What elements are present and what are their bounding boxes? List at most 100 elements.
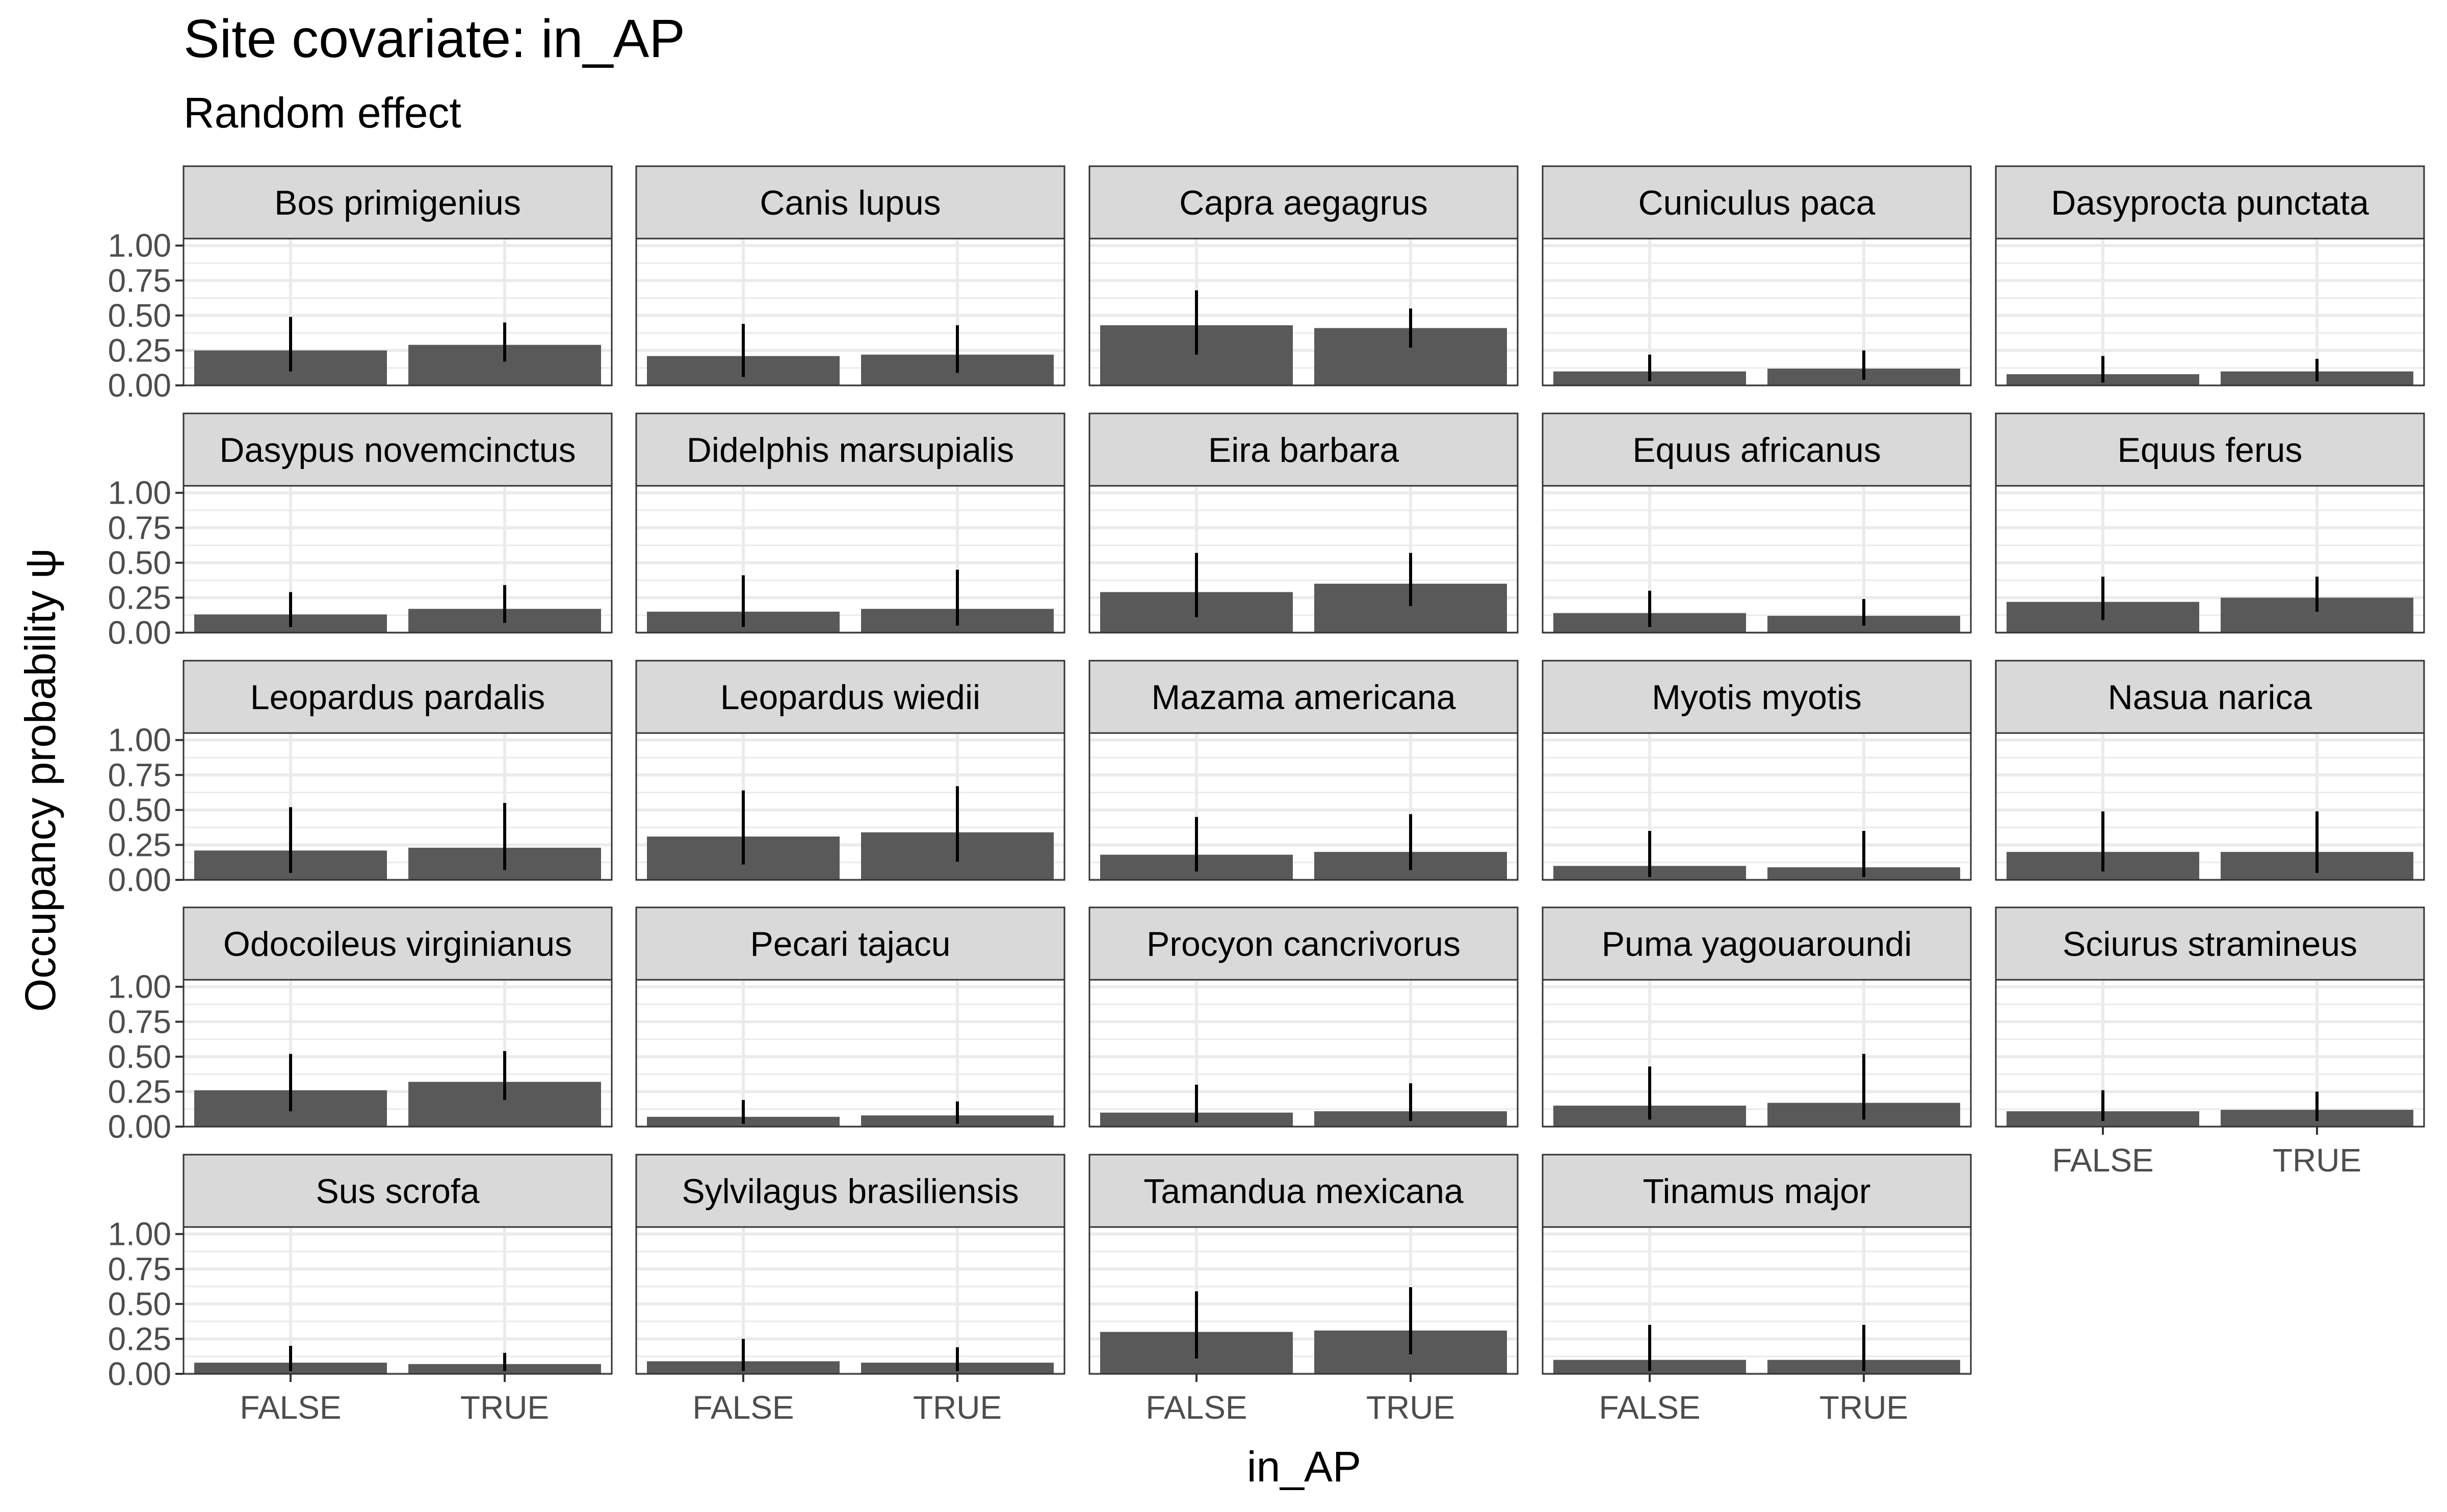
y-tick-label: 0.75	[108, 262, 171, 299]
strip-label: Mazama americana	[1151, 678, 1455, 717]
panel-background	[636, 1227, 1064, 1374]
panel-border	[635, 485, 1065, 634]
panel-border	[1995, 732, 2425, 881]
panel-border	[1995, 979, 2425, 1128]
strip-background	[1995, 660, 2425, 734]
strip-background	[183, 1154, 613, 1228]
facet-panels: Bos primigenius0.000.250.500.751.00Canis…	[108, 165, 2425, 1426]
y-tick-label: 1.00	[108, 1216, 171, 1253]
strip-label: Equus ferus	[2118, 431, 2303, 470]
panel-border	[183, 979, 613, 1128]
y-tick-label: 0.50	[108, 297, 171, 334]
panel-background	[1996, 980, 2424, 1127]
x-tick-label: TRUE	[460, 1389, 549, 1426]
facet-panel: Sylvilagus brasiliensis FALSE TRUE	[635, 1154, 1065, 1426]
facet-panel: Puma yagouaroundi	[1542, 906, 1972, 1128]
panel-border	[1088, 979, 1519, 1128]
y-tick-label: 1.00	[108, 475, 171, 511]
strip-background	[1995, 412, 2425, 487]
facet-panel: Tamandua mexicana FALSE TRUE	[1088, 1154, 1519, 1426]
strip-label: Capra aegagrus	[1179, 184, 1428, 222]
facet-panel: Equus ferus	[1995, 412, 2425, 634]
panel-border	[1088, 1226, 1519, 1375]
panel-border	[635, 732, 1065, 881]
strip-label: Nasua narica	[2108, 678, 2312, 717]
strip-label: Leopardus wiedii	[720, 678, 980, 717]
strip-label: Myotis myotis	[1652, 678, 1862, 717]
strip-label: Procyon cancrivorus	[1147, 925, 1461, 963]
facet-panel: Leopardus pardalis 0.000.250.500.751.00	[108, 660, 613, 898]
panel-background	[1543, 733, 1971, 880]
y-tick-label: 0.00	[108, 1355, 171, 1392]
panel-border	[635, 979, 1065, 1128]
strip-background	[635, 165, 1065, 240]
y-tick-label: 0.50	[108, 792, 171, 828]
strip-label: Leopardus pardalis	[250, 678, 545, 717]
x-axis-title: in_AP	[1247, 1443, 1361, 1491]
y-tick-label: 0.25	[108, 1320, 171, 1357]
panel-background	[636, 980, 1064, 1127]
strip-label: Sylvilagus brasiliensis	[682, 1172, 1019, 1211]
panel-background	[1543, 239, 1971, 385]
y-tick-label: 1.00	[108, 227, 171, 264]
panel-border	[1088, 238, 1519, 386]
x-tick-label: TRUE	[1819, 1389, 1908, 1426]
panel-border	[1542, 485, 1972, 634]
strip-background	[635, 412, 1065, 487]
y-tick-label: 0.25	[108, 826, 171, 863]
facet-panel: Mazama americana	[1088, 660, 1519, 881]
y-tick-label: 0.25	[108, 332, 171, 369]
y-axis-title: Occupancy probability ψ	[16, 548, 64, 1012]
facet-panel: Sciurus stramineus FALSE TRUE	[1995, 906, 2425, 1179]
facet-panel: Canis lupus	[635, 165, 1065, 387]
panel-background	[184, 1227, 612, 1374]
strip-background	[1088, 412, 1519, 487]
strip-background	[1542, 1154, 1972, 1228]
y-tick-label: 0.00	[108, 614, 171, 651]
chart-subtitle: Random effect	[184, 89, 461, 137]
y-tick-label: 0.75	[108, 509, 171, 546]
y-tick-label: 0.75	[108, 1250, 171, 1287]
chart-title: Site covariate: in_AP	[184, 9, 685, 69]
panel-border	[1088, 732, 1519, 881]
strip-label: Didelphis marsupialis	[687, 431, 1014, 470]
strip-background	[183, 906, 613, 981]
x-tick-label: TRUE	[2273, 1142, 2361, 1179]
strip-background	[1088, 165, 1519, 240]
strip-background	[1088, 660, 1519, 734]
x-tick-label: TRUE	[1366, 1389, 1455, 1426]
strip-label: Dasyprocta punctata	[2051, 184, 2369, 222]
panel-border	[183, 485, 613, 634]
y-tick-label: 0.25	[108, 579, 171, 616]
x-tick-label: FALSE	[240, 1389, 341, 1426]
panel-border	[1542, 732, 1972, 881]
facet-panel: Capra aegagrus	[1088, 165, 1519, 387]
panel-border	[183, 1226, 613, 1375]
facet-panel: Leopardus wiedii	[635, 660, 1065, 881]
panel-background	[1543, 1227, 1971, 1374]
strip-label: Odocoileus virginianus	[223, 925, 572, 963]
strip-background	[635, 1154, 1065, 1228]
y-tick-label: 0.75	[108, 757, 171, 793]
y-tick-label: 0.50	[108, 544, 171, 581]
y-tick-label: 0.00	[108, 1108, 171, 1145]
y-tick-label: 1.00	[108, 722, 171, 759]
x-tick-label: FALSE	[2052, 1142, 2153, 1179]
strip-background	[1995, 165, 2425, 240]
y-tick-label: 1.00	[108, 969, 171, 1005]
y-tick-label: 0.50	[108, 1038, 171, 1075]
panel-background	[1996, 239, 2424, 385]
y-tick-label: 0.75	[108, 1003, 171, 1040]
x-tick-label: FALSE	[692, 1389, 794, 1426]
facet-panel: Sus scrofa 0.000.250.500.751.00 FALSE TRUE	[108, 1154, 613, 1426]
strip-background	[183, 165, 613, 240]
facet-panel: Procyon cancrivorus	[1088, 906, 1519, 1128]
facet-panel: Myotis myotis	[1542, 660, 1972, 881]
panel-border	[1088, 485, 1519, 634]
strip-background	[1542, 412, 1972, 487]
strip-label: Tinamus major	[1643, 1172, 1870, 1211]
facet-panel: Eira barbara	[1088, 412, 1519, 634]
facet-panel: Pecari tajacu	[635, 906, 1065, 1128]
x-tick-label: FALSE	[1146, 1389, 1247, 1426]
